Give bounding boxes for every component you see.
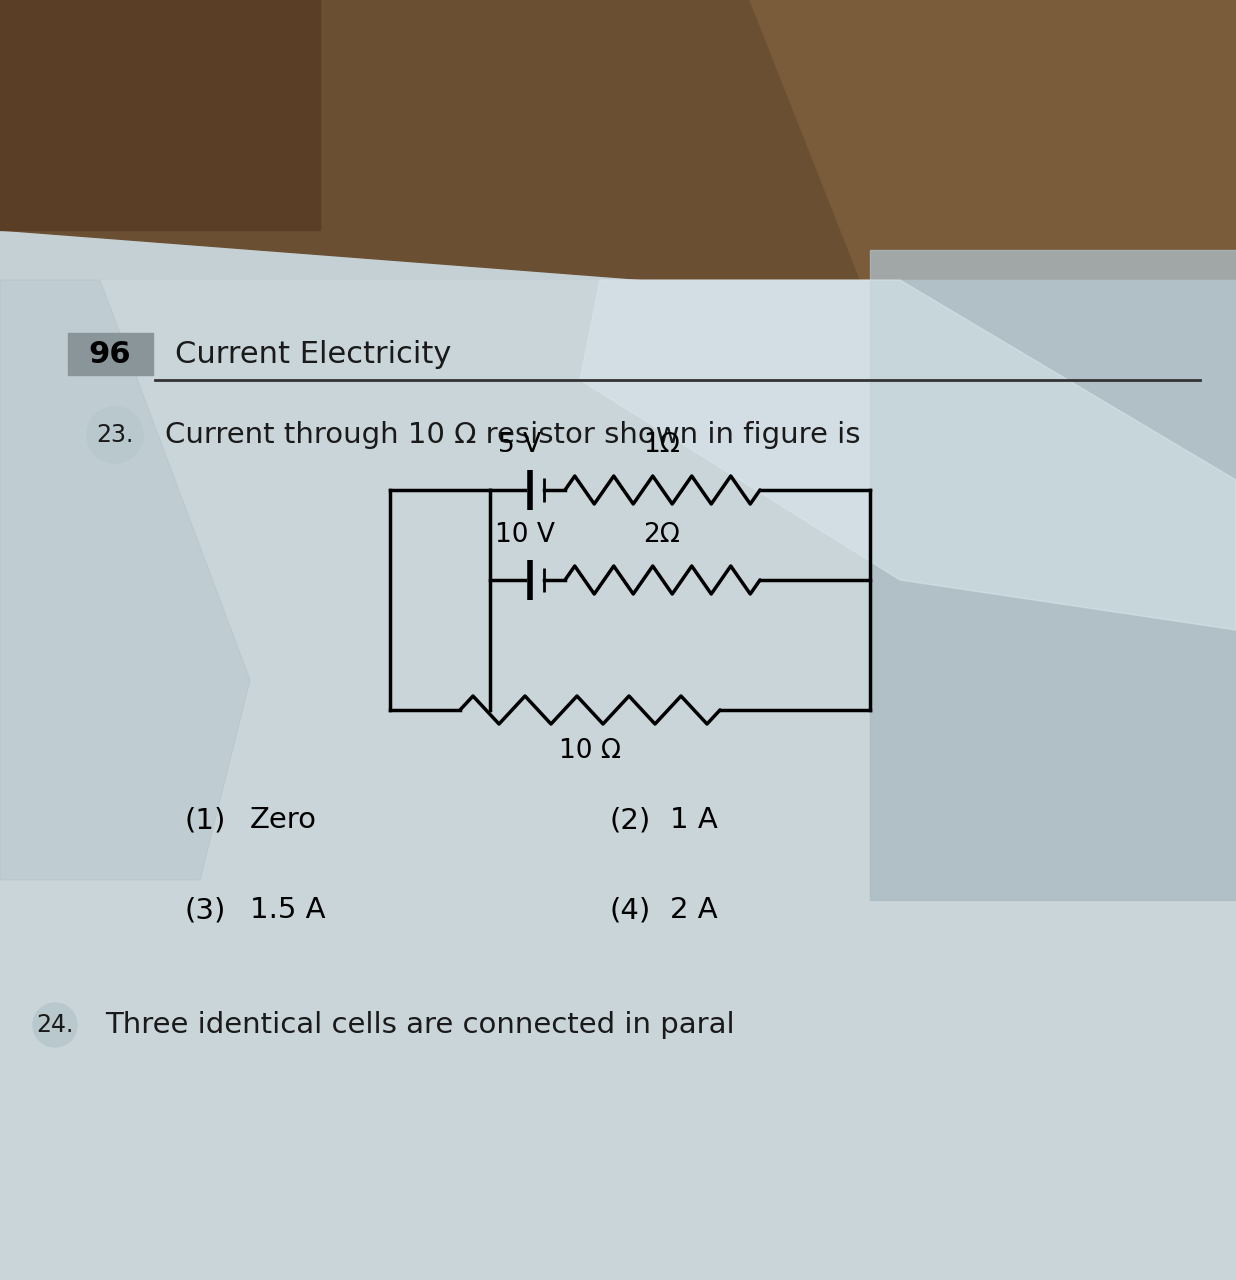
Text: 2 A: 2 A	[670, 896, 718, 924]
Bar	[68, 333, 153, 375]
Text: 23.: 23.	[96, 422, 133, 447]
Text: Current Electricity: Current Electricity	[176, 339, 451, 369]
Text: Current through 10 Ω resistor shown in figure is: Current through 10 Ω resistor shown in f…	[164, 421, 860, 449]
Text: 1 A: 1 A	[670, 806, 718, 835]
Polygon shape	[580, 280, 1236, 630]
Text: 24.: 24.	[36, 1012, 74, 1037]
Text: 5 V: 5 V	[498, 433, 541, 458]
Text: Three identical cells are connected in paral: Three identical cells are connected in p…	[105, 1011, 734, 1039]
Text: 10 V: 10 V	[496, 522, 555, 548]
Text: 1.5 A: 1.5 A	[250, 896, 325, 924]
Text: 96: 96	[89, 339, 131, 369]
Bar	[0, 280, 1236, 1280]
Bar	[870, 250, 1236, 900]
Text: Zero: Zero	[250, 806, 316, 835]
Circle shape	[33, 1004, 77, 1047]
Text: 2Ω: 2Ω	[644, 522, 681, 548]
Polygon shape	[0, 0, 320, 230]
Text: (1): (1)	[185, 806, 226, 835]
Text: 1Ω: 1Ω	[644, 433, 681, 458]
Text: (4): (4)	[611, 896, 651, 924]
Circle shape	[87, 407, 143, 463]
Text: 10 Ω: 10 Ω	[559, 739, 620, 764]
Polygon shape	[0, 280, 250, 881]
Text: (2): (2)	[611, 806, 651, 835]
Polygon shape	[750, 0, 1236, 430]
Text: (3): (3)	[185, 896, 226, 924]
Polygon shape	[0, 0, 1236, 330]
